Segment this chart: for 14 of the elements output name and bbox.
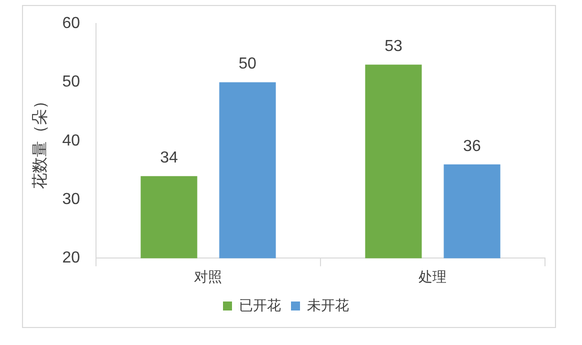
x-tick-label: 处理: [418, 268, 447, 284]
y-tick-label: 50: [62, 74, 80, 91]
x-tick-label: 对照: [194, 268, 222, 284]
data-label: 34: [160, 149, 178, 166]
y-tick-label: 20: [62, 250, 80, 267]
data-label: 53: [384, 38, 402, 56]
y-tick-label: 30: [62, 190, 80, 208]
y-tick-label: 60: [62, 15, 80, 32]
y-axis-title: 花数量（朵）: [31, 92, 50, 189]
data-label: 36: [463, 138, 482, 155]
y-tick-label: 40: [62, 132, 80, 150]
legend-label: 未开花: [307, 296, 349, 313]
data-label: 50: [238, 56, 257, 73]
legend-label: 已开花: [239, 296, 281, 313]
